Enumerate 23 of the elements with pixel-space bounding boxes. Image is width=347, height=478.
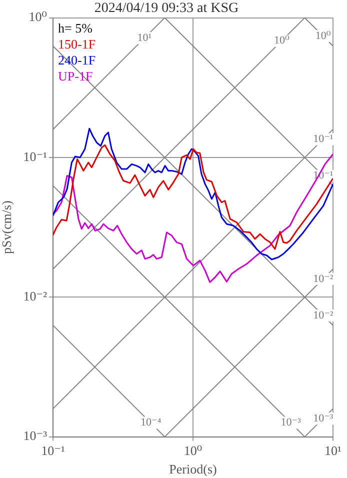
annotation: 10⁰ (274, 34, 290, 47)
annotation: 10⁻³ (313, 412, 334, 424)
y-tick-label: 10⁻² (23, 288, 48, 304)
x-tick-label: 10⁻¹ (41, 443, 65, 458)
x-axis-title: Period(s) (169, 462, 217, 477)
y-tick-label: 10⁻³ (23, 428, 48, 444)
text: 240-1F (58, 52, 96, 68)
text: 150-1F (58, 36, 96, 52)
x-tick-label: 10⁰ (184, 443, 202, 458)
y-tick-label: 10⁻¹ (23, 148, 48, 164)
annotation: 10⁻¹ (313, 133, 334, 146)
annotation: 10⁰ (315, 30, 332, 42)
annotation: 10¹ (137, 32, 152, 44)
text: UP-1F (58, 68, 93, 84)
y-axis-title: pSv(cm/s) (0, 200, 14, 254)
annotation: h= 5% (58, 20, 93, 36)
annotation: 10⁻² (313, 272, 334, 285)
x-tick-label: 10¹ (324, 443, 342, 458)
annotation: 10⁻³ (280, 416, 302, 429)
annotation: 10⁻² (313, 309, 334, 322)
chart-title: 2024/04/19 09:33 at KSG (94, 1, 239, 16)
annotation: 10⁻⁴ (140, 416, 162, 429)
y-tick-label: 10⁰ (28, 9, 47, 24)
